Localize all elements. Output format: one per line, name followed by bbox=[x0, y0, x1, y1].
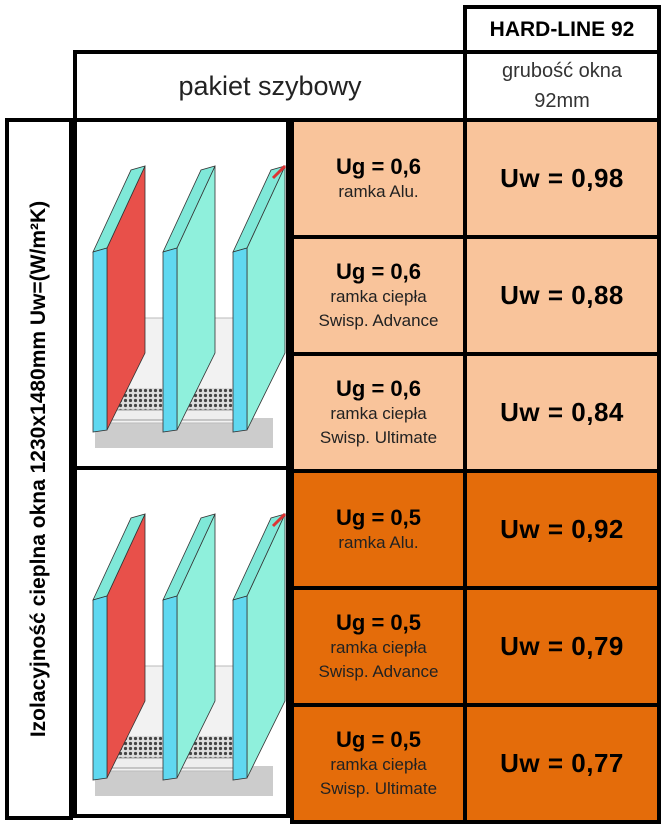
frame-type: Swisp. Ultimate bbox=[319, 778, 438, 798]
frame-type: ramka Alu. bbox=[338, 532, 419, 552]
ug-cell: Ug = 0,5 ramka ciepła Swisp. Ultimate bbox=[290, 703, 467, 824]
frame-type: ramka ciepła bbox=[330, 637, 427, 657]
thickness-line: grubość okna bbox=[501, 60, 623, 82]
glass-image bbox=[73, 118, 290, 470]
uw-cell: Uw = 0,92 bbox=[463, 469, 661, 590]
frame-type: ramka ciepła bbox=[330, 754, 427, 774]
product-header: HARD-LINE 92 bbox=[463, 5, 661, 54]
glass-illustration bbox=[91, 164, 287, 450]
frame-type: ramka ciepła bbox=[330, 403, 427, 423]
uw-value: Uw = 0,79 bbox=[500, 631, 624, 661]
ug-value: Ug = 0,5 bbox=[336, 726, 421, 752]
ug-cell: Ug = 0,5 ramka ciepła Swisp. Advance bbox=[290, 586, 467, 707]
ug-value: Ug = 0,5 bbox=[336, 609, 421, 635]
ug-cell: Ug = 0,5 ramka Alu. bbox=[290, 469, 467, 590]
uw-value: Uw = 0,98 bbox=[500, 163, 624, 193]
uw-value: Uw = 0,88 bbox=[500, 280, 624, 310]
uw-cell: Uw = 0,88 bbox=[463, 235, 661, 356]
uw-value: Uw = 0,77 bbox=[500, 748, 624, 778]
glass-image bbox=[73, 466, 290, 818]
uw-cell: Uw = 0,84 bbox=[463, 352, 661, 473]
ug-cell: Ug = 0,6 ramka ciepła Swisp. Advance bbox=[290, 235, 467, 356]
glass-illustration bbox=[91, 512, 287, 798]
frame-type: Swisp. Advance bbox=[318, 310, 439, 330]
uw-cell: Uw = 0,98 bbox=[463, 118, 661, 239]
frame-type: Swisp. Ultimate bbox=[319, 427, 438, 447]
frame-type: Swisp. Advance bbox=[318, 661, 439, 681]
side-label-text: Izolacyjność cieplna okna 1230x1480mm Uw… bbox=[27, 200, 50, 738]
uw-cell: Uw = 0,79 bbox=[463, 586, 661, 707]
thickness-header: grubość okna 92mm bbox=[463, 50, 661, 122]
uw-value: Uw = 0,84 bbox=[500, 397, 624, 427]
frame-type: ramka ciepła bbox=[330, 286, 427, 306]
side-label: Izolacyjność cieplna okna 1230x1480mm Uw… bbox=[5, 118, 73, 820]
ug-cell: Ug = 0,6 ramka ciepła Swisp. Ultimate bbox=[290, 352, 467, 473]
column-title: pakiet szybowy bbox=[178, 70, 362, 101]
ug-cell: Ug = 0,6 ramka Alu. bbox=[290, 118, 467, 239]
frame-type: ramka Alu. bbox=[338, 181, 419, 201]
column-header: pakiet szybowy bbox=[73, 50, 467, 122]
ug-value: Ug = 0,5 bbox=[336, 504, 421, 530]
ug-value: Ug = 0,6 bbox=[336, 153, 421, 179]
ug-value: Ug = 0,6 bbox=[336, 375, 421, 401]
product-title: HARD-LINE 92 bbox=[489, 17, 635, 41]
thickness-line: 92mm bbox=[534, 90, 590, 112]
ug-value: Ug = 0,6 bbox=[336, 258, 421, 284]
uw-cell: Uw = 0,77 bbox=[463, 703, 661, 824]
uw-value: Uw = 0,92 bbox=[500, 514, 624, 544]
